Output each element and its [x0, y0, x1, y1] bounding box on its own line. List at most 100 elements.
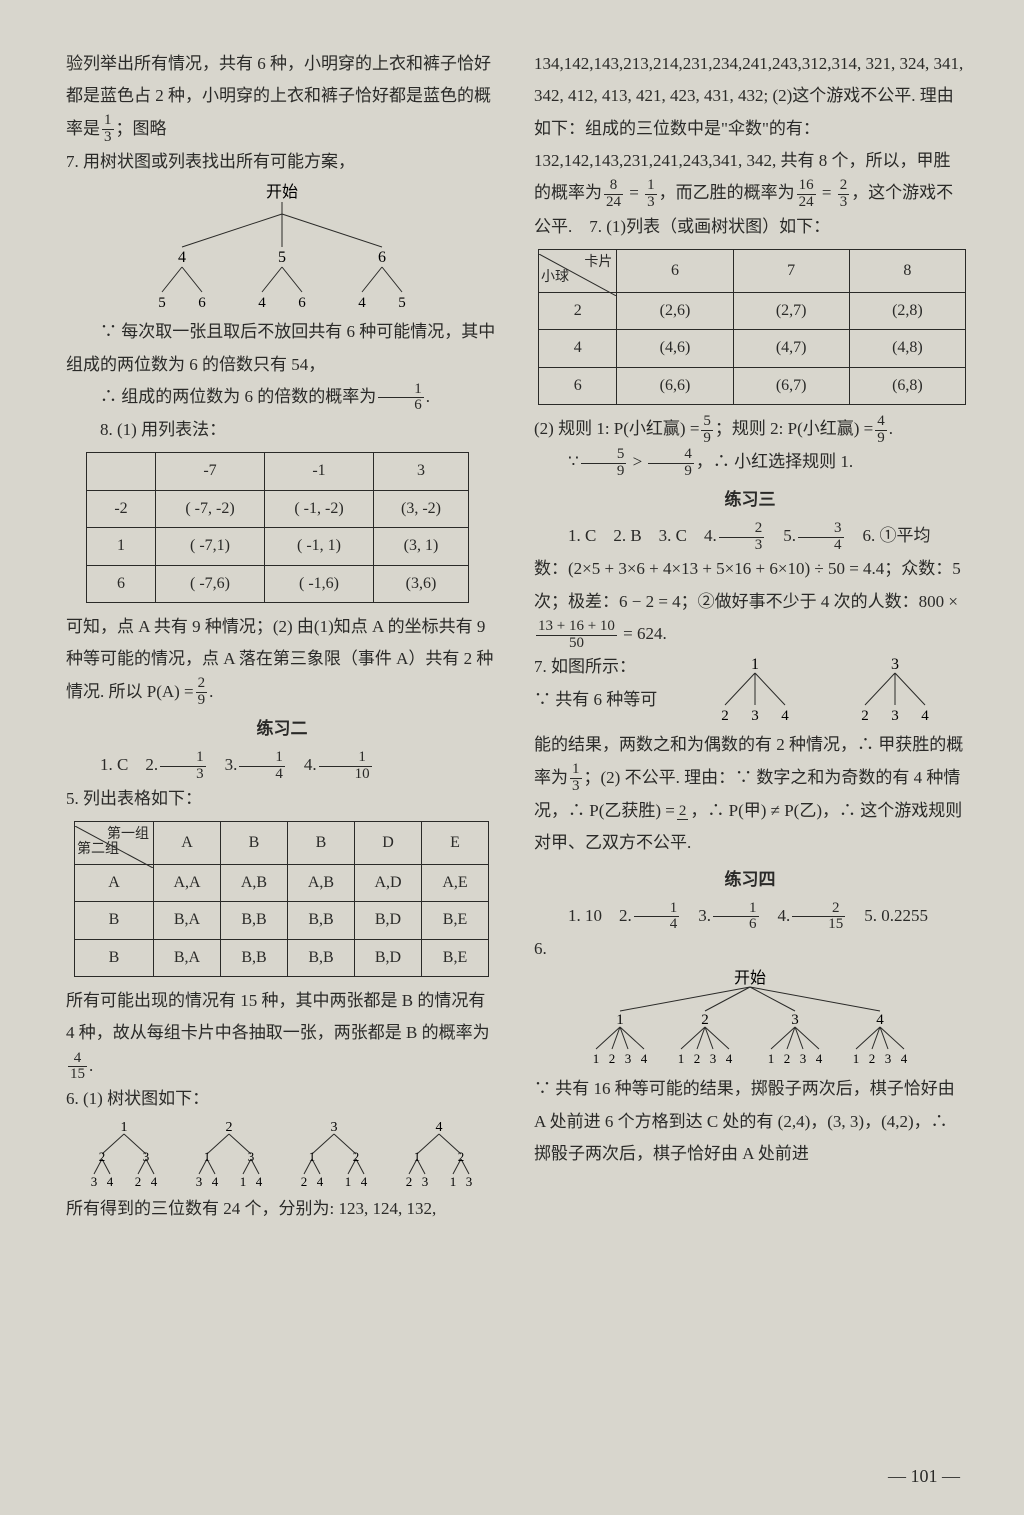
text: 6. ①平均 — [846, 526, 931, 545]
table-3: 卡片 小球 678 2(2,6)(2,7)(2,8) 4(4,6)(4,7)(4… — [538, 249, 966, 405]
svg-text:2: 2 — [99, 1149, 106, 1164]
text: = — [818, 183, 836, 202]
para: ∵ 共有 6 种等可 — [534, 684, 674, 716]
cell: (3, -2) — [374, 490, 469, 527]
svg-text:3: 3 — [196, 1174, 203, 1189]
svg-text:1: 1 — [345, 1174, 352, 1189]
text: . — [889, 419, 893, 438]
diag-cell: 卡片 小球 — [539, 249, 617, 292]
svg-text:6: 6 — [298, 295, 306, 311]
para: 8. (1) 用列表法： — [66, 414, 498, 446]
svg-text:3: 3 — [248, 1149, 255, 1164]
svg-text:4: 4 — [901, 1051, 908, 1066]
page: 验列举出所有情况，共有 6 种，小明穿的上衣和裤子恰好都是蓝色占 2 种，小明穿… — [0, 0, 1024, 1515]
cell: ( -1, -2) — [265, 490, 374, 527]
cell: B,D — [355, 902, 422, 939]
cell: A,B — [288, 864, 355, 901]
text: ；规则 2: P(小红赢) = — [715, 419, 873, 438]
frac-den: 3 — [102, 130, 114, 146]
svg-text:3: 3 — [885, 1051, 892, 1066]
text: . — [426, 387, 430, 406]
svg-text:5: 5 — [398, 295, 406, 311]
text: > — [628, 452, 646, 471]
cell: B,B — [288, 902, 355, 939]
cell: (6,8) — [849, 367, 965, 404]
svg-text:3: 3 — [625, 1051, 632, 1066]
svg-text:2: 2 — [301, 1174, 308, 1189]
svg-text:3: 3 — [791, 1012, 799, 1028]
cell: E — [422, 821, 489, 864]
page-number: — 101 — — [888, 1459, 960, 1493]
svg-text:4: 4 — [151, 1174, 158, 1189]
svg-text:4: 4 — [816, 1051, 823, 1066]
cell: (6,6) — [617, 367, 733, 404]
text: 1. 10 2. — [568, 906, 632, 925]
cell: 8 — [849, 249, 965, 292]
svg-text:4: 4 — [212, 1174, 219, 1189]
para: 能的结果，两数之和为偶数的有 2 种情况，∴ 甲获胜的概率为13；(2) 不公平… — [534, 729, 966, 859]
text: ∵ — [568, 452, 579, 471]
svg-text:4: 4 — [258, 295, 266, 311]
cell: (4,7) — [733, 330, 849, 367]
cell: 6 — [87, 565, 156, 602]
svg-text:2: 2 — [784, 1051, 791, 1066]
frac-den: 6 — [378, 398, 424, 414]
diag-bot: 第二组 — [77, 837, 119, 864]
cell: 6 — [617, 249, 733, 292]
table-1: -7-13 -2( -7, -2)( -1, -2)(3, -2) 1( -7,… — [86, 452, 469, 603]
svg-text:2: 2 — [861, 708, 869, 724]
cell: B,A — [154, 902, 221, 939]
cell: -7 — [156, 453, 265, 490]
cell: B — [221, 821, 288, 864]
svg-text:1: 1 — [240, 1174, 247, 1189]
cell: 7 — [733, 249, 849, 292]
table-2: 第一组 第二组 ABBDE AA,AA,BA,BA,DA,E BB,AB,BB,… — [74, 821, 489, 977]
text: ，而乙胜的概率为 — [659, 183, 795, 202]
section-title: 练习三 — [534, 484, 966, 516]
svg-text:1: 1 — [309, 1149, 316, 1164]
cell: A,E — [422, 864, 489, 901]
svg-text:3: 3 — [466, 1174, 473, 1189]
cell: A,D — [355, 864, 422, 901]
tree-diagram-4: 开始 1234 1234 1234 1234 1234 — [550, 969, 950, 1069]
cell: (2,7) — [733, 292, 849, 329]
frac-num: 1 — [378, 382, 424, 399]
svg-text:5: 5 — [158, 295, 166, 311]
cell: 2 — [539, 292, 617, 329]
svg-text:1: 1 — [414, 1149, 421, 1164]
svg-text:1: 1 — [751, 656, 759, 673]
svg-text:6: 6 — [198, 295, 206, 311]
svg-text:3: 3 — [422, 1174, 429, 1189]
text: ∴ 组成的两位数为 6 的倍数的概率为 — [100, 387, 376, 406]
svg-text:1: 1 — [450, 1174, 457, 1189]
svg-text:2: 2 — [406, 1174, 413, 1189]
cell: 4 — [539, 330, 617, 367]
para: 1. 10 2.14 3.16 4.215 5. 0.2255 — [534, 900, 966, 933]
right-column: 134,142,143,213,214,231,234,241,243,312,… — [534, 48, 966, 1487]
svg-text:5: 5 — [278, 249, 286, 266]
text: 1. C 2. B 3. C 4. — [568, 526, 717, 545]
cell: A,A — [154, 864, 221, 901]
cell: ( -7,6) — [156, 565, 265, 602]
para: 可知，点 A 共有 9 种情况；(2) 由(1)知点 A 的坐标共有 9 种等可… — [66, 611, 498, 709]
svg-text:2: 2 — [869, 1051, 876, 1066]
svg-text:1: 1 — [853, 1051, 860, 1066]
cell: B,D — [355, 939, 422, 976]
svg-text:1: 1 — [616, 1012, 624, 1028]
cell: (4,8) — [849, 330, 965, 367]
svg-text:3: 3 — [891, 656, 899, 673]
svg-text:4: 4 — [726, 1051, 733, 1066]
svg-text:3: 3 — [91, 1174, 98, 1189]
cell — [87, 453, 156, 490]
para: 所有可能出现的情况有 15 种，其中两张都是 B 的情况有 4 种，故从每组卡片… — [66, 985, 498, 1083]
svg-text:2: 2 — [694, 1051, 701, 1066]
text: ，∴ 小红选择规则 1. — [696, 452, 853, 471]
text: 134,142,143,213,214,231,234,241,243,312,… — [534, 54, 963, 202]
svg-text:2: 2 — [226, 1120, 233, 1135]
svg-text:4: 4 — [256, 1174, 263, 1189]
svg-text:4: 4 — [317, 1174, 324, 1189]
cell: (4,6) — [617, 330, 733, 367]
svg-text:4: 4 — [107, 1174, 114, 1189]
section-title: 练习二 — [66, 713, 498, 745]
cell: A — [75, 864, 154, 901]
